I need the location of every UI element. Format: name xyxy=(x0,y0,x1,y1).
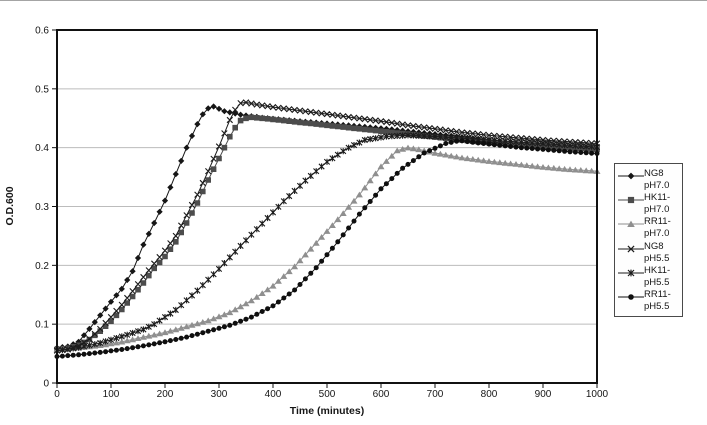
legend-entry-label: HK11- pH5.5 xyxy=(644,265,670,289)
y-tick-label: 0.5 xyxy=(35,84,49,95)
series-line xyxy=(56,134,598,352)
legend-entry-label: NG8 pH5.5 xyxy=(644,241,669,265)
legend-entry-label: RR11- pH5.5 xyxy=(644,289,671,313)
legend-label-line: pH7.0 xyxy=(644,180,670,192)
x-tick-label: 100 xyxy=(103,389,120,400)
legend-label-line: NG8 xyxy=(644,240,664,252)
legend-key-marker xyxy=(627,269,635,277)
series-layer xyxy=(53,99,601,359)
y-tick-label: 0.6 xyxy=(35,26,49,37)
series-hk11-ph7-0 xyxy=(54,114,600,353)
x-axis-title: Time (minutes) xyxy=(290,405,364,417)
axis-ticks-and-labels: 0 100 200 300 400 500 600 700 800 900 1000 0 0.1 0.2 0… xyxy=(35,26,608,401)
legend-key-marker xyxy=(627,172,635,180)
legend-entry-label: NG8 pH7.0 xyxy=(644,168,669,192)
circle-marker-icon xyxy=(618,294,644,300)
legend-label-line: pH5.5 xyxy=(644,301,670,313)
circle-markers xyxy=(54,138,600,359)
legend-entry-label: HK11- pH7.0 xyxy=(644,192,670,216)
y-tick-label: 0.2 xyxy=(35,261,49,272)
legend-label-line: pH7.0 xyxy=(644,204,670,216)
legend-entry-ng8-ph7-0: NG8 pH7.0 xyxy=(618,168,680,192)
x-tick-label: 900 xyxy=(535,389,552,400)
legend-entry-rr11-ph5-5: RR11- pH5.5 xyxy=(618,289,680,313)
triangle-marker-icon xyxy=(618,220,644,228)
y-tick-label: 0.1 xyxy=(35,320,49,331)
y-tick-label: 0.4 xyxy=(35,143,49,154)
legend-key-marker xyxy=(628,294,634,300)
legend-label-line: pH7.0 xyxy=(644,228,670,240)
x-tick-label: 0 xyxy=(54,389,60,400)
x-tick-label: 200 xyxy=(157,389,174,400)
legend-label-line: RR11- xyxy=(644,216,671,228)
diamond-marker-icon xyxy=(618,172,644,180)
triangle-markers xyxy=(53,144,601,353)
series-line xyxy=(56,147,598,350)
x-tick-label: 300 xyxy=(211,389,228,400)
legend-entry-ng8-ph5-5: NG8 pH5.5 xyxy=(618,241,680,265)
plot-frame xyxy=(56,29,598,384)
legend-entry-label: RR11- pH7.0 xyxy=(644,216,671,240)
legend-label-line: pH5.5 xyxy=(644,276,670,288)
legend-label-line: NG8 xyxy=(644,168,664,179)
x-tick-label: 500 xyxy=(319,389,336,400)
series-rr11-ph7-0 xyxy=(53,144,601,353)
plot-border xyxy=(56,29,598,384)
legend-label-line: pH5.5 xyxy=(644,252,670,264)
square-marker-icon xyxy=(618,197,644,204)
legend-label-line: RR11- xyxy=(644,288,671,300)
legend-key-marker xyxy=(627,220,635,228)
series-rr11-ph5-5 xyxy=(54,138,600,359)
gridlines xyxy=(57,88,597,325)
scan-artifact-line xyxy=(0,0,707,1)
legend-key-marker xyxy=(627,245,635,253)
x-tick-label: 1000 xyxy=(586,389,609,400)
x-marker-icon xyxy=(618,245,644,253)
legend-entry-rr11-ph7-0: RR11- pH7.0 xyxy=(618,216,680,240)
legend-key-marker xyxy=(627,197,635,204)
legend-label-line: HK11- xyxy=(644,192,671,204)
legend-label-line: HK11- xyxy=(644,264,671,276)
x-tick-label: 600 xyxy=(373,389,390,400)
series-hk11-ph5-5 xyxy=(53,132,601,354)
x-tick-label: 400 xyxy=(265,389,282,400)
y-tick-label: 0.3 xyxy=(35,202,49,213)
x-tick-label: 700 xyxy=(427,389,444,400)
legend-entry-hk11-ph5-5: HK11- pH5.5 xyxy=(618,265,680,289)
legend: NG8 pH7.0 HK11- pH7.0 RR11- pH7.0 NG8 pH5.5 HK11… xyxy=(614,163,683,318)
legend-entry-hk11-ph7-0: HK11- pH7.0 xyxy=(618,192,680,216)
y-tick-label: 0 xyxy=(43,379,49,390)
y-axis-title: O.D.600 xyxy=(4,186,16,225)
x-tick-label: 800 xyxy=(481,389,498,400)
series-ng8-ph5-5 xyxy=(53,99,601,354)
asterisk-marker-icon xyxy=(618,269,644,277)
